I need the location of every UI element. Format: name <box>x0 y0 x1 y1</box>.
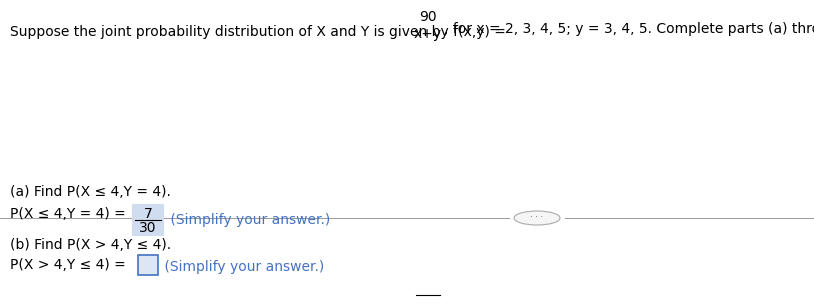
Text: x+y: x+y <box>414 27 442 41</box>
FancyBboxPatch shape <box>138 255 158 275</box>
Text: (b) Find P(X > 4,Y ≤ 4).: (b) Find P(X > 4,Y ≤ 4). <box>10 238 171 252</box>
Text: (Simplify your answer.): (Simplify your answer.) <box>166 213 330 227</box>
Text: · · ·: · · · <box>531 213 544 223</box>
FancyBboxPatch shape <box>132 204 164 236</box>
Text: 30: 30 <box>139 221 157 235</box>
Text: (Simplify your answer.): (Simplify your answer.) <box>160 260 324 274</box>
Text: P(X ≤ 4,Y = 4) =: P(X ≤ 4,Y = 4) = <box>10 207 130 221</box>
Text: Suppose the joint probability distribution of X and Y is given by f(x,y) =: Suppose the joint probability distributi… <box>10 25 510 39</box>
Text: 90: 90 <box>419 10 437 24</box>
Text: 7: 7 <box>143 207 152 221</box>
Text: P(X > 4,Y ≤ 4) =: P(X > 4,Y ≤ 4) = <box>10 258 130 272</box>
Text: , for x = 2, 3, 4, 5; y = 3, 4, 5. Complete parts (a) through (d).: , for x = 2, 3, 4, 5; y = 3, 4, 5. Compl… <box>444 22 814 36</box>
Text: (a) Find P(X ≤ 4,Y = 4).: (a) Find P(X ≤ 4,Y = 4). <box>10 185 171 199</box>
Ellipse shape <box>514 211 560 225</box>
